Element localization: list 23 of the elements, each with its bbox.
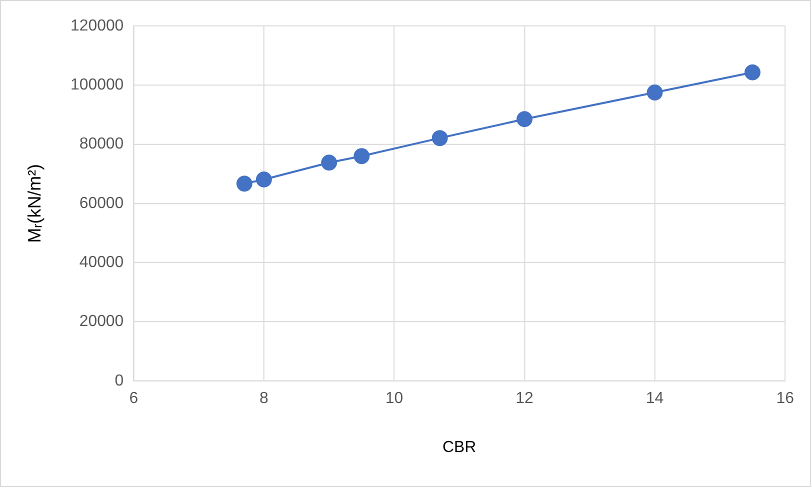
point [432, 130, 448, 146]
x-tick-label: 10 [385, 390, 404, 407]
point [256, 172, 272, 188]
y-tick-label: 40000 [79, 254, 124, 272]
y-axis-title: Mᵣ(kN/m²) [24, 164, 45, 243]
point [236, 176, 252, 192]
point [744, 64, 760, 80]
x-tick-label: 14 [646, 390, 664, 407]
x-tick-label: 6 [129, 390, 138, 407]
y-tick-label: 20000 [79, 313, 124, 330]
y-tick-label: 120000 [70, 17, 124, 34]
point [321, 154, 338, 171]
point [516, 111, 532, 128]
y-tick-label: 60000 [79, 194, 124, 212]
x-tick-label: 16 [776, 390, 794, 407]
y-tick-label: 80000 [79, 136, 124, 153]
point [354, 148, 370, 164]
x-tick-label: 12 [516, 390, 534, 407]
y-tick-label: 0 [114, 372, 124, 390]
x-axis-title: CBR [442, 438, 476, 456]
point [646, 84, 663, 100]
x-tick-label: 8 [260, 390, 269, 407]
y-tick-label: 100000 [70, 76, 124, 94]
